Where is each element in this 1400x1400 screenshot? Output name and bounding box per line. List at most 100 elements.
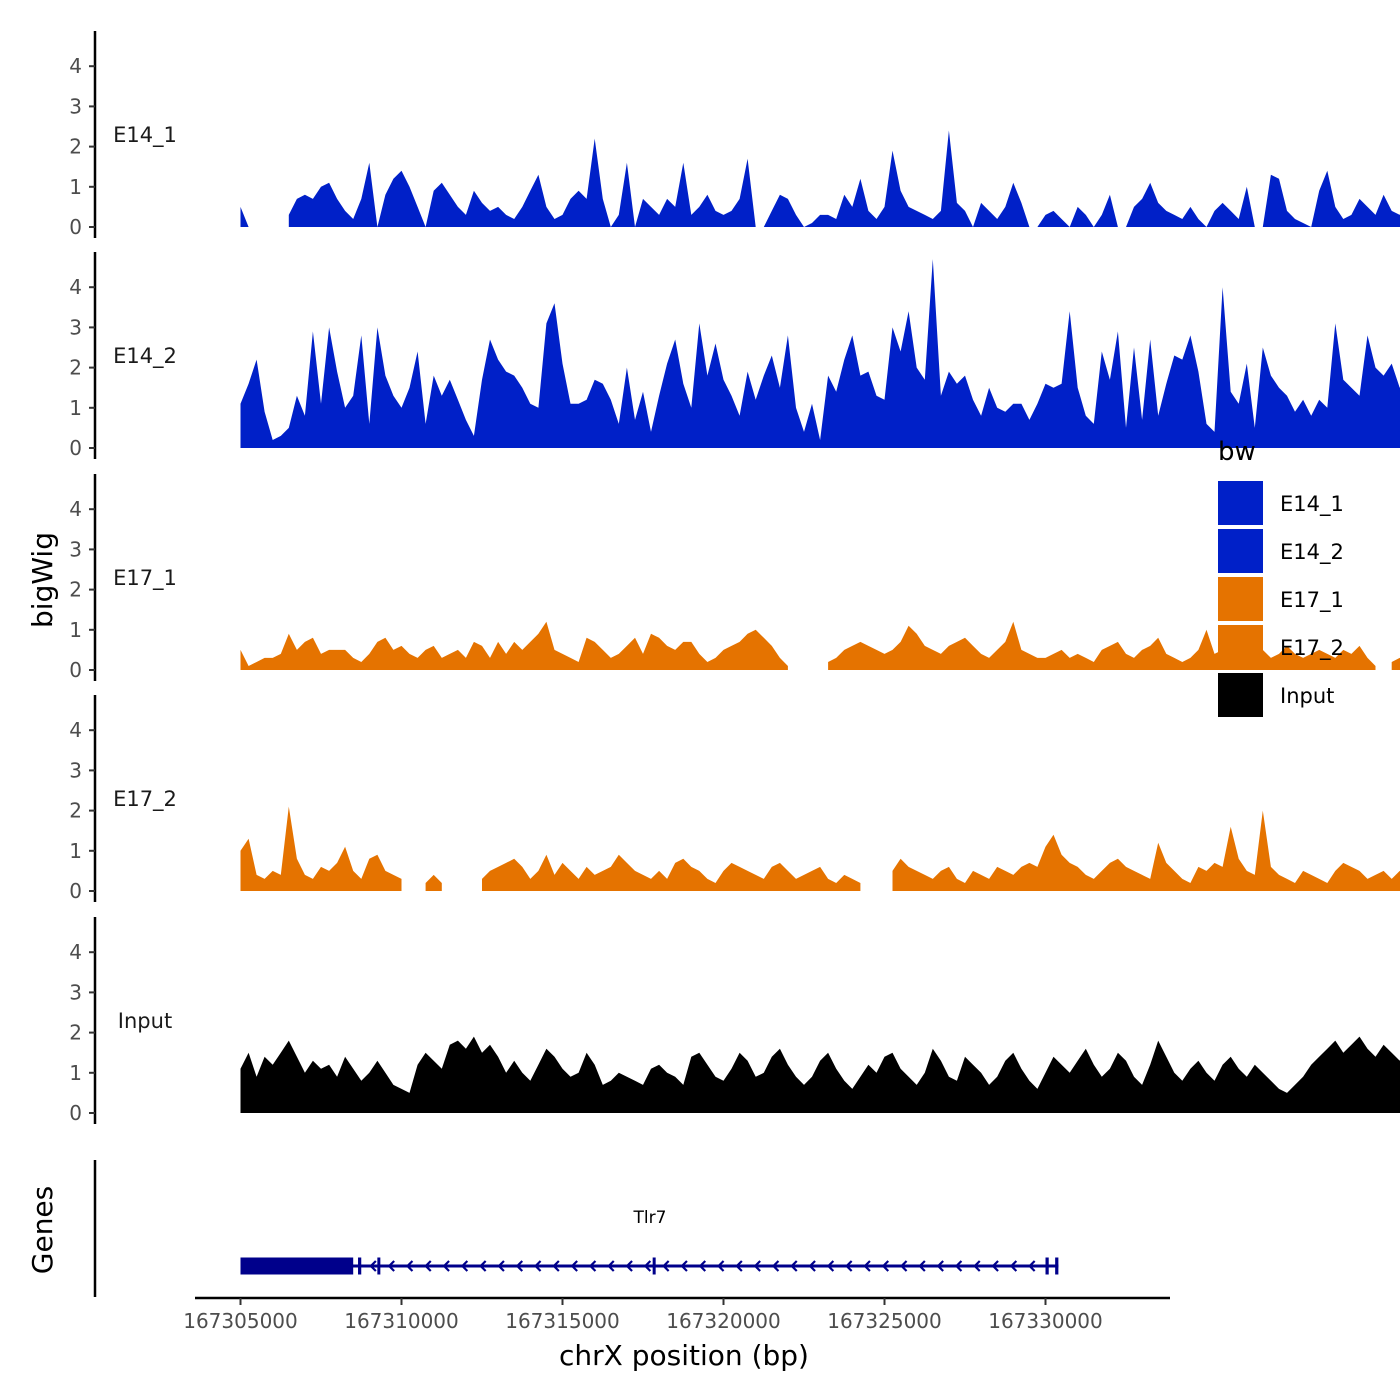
y-tick-label: 1 <box>69 396 82 420</box>
strand-arrow <box>735 1260 743 1272</box>
strand-arrow <box>534 1260 542 1272</box>
strand-arrow <box>900 1260 908 1272</box>
x-tick-label: 167305000 <box>183 1309 298 1333</box>
strand-arrow <box>808 1260 816 1272</box>
y-tick-label: 0 <box>69 215 82 239</box>
strand-arrow <box>991 1260 999 1272</box>
y-tick-label: 3 <box>69 537 82 561</box>
y-tick-label: 2 <box>69 356 82 380</box>
strand-arrow <box>552 1260 560 1272</box>
strand-arrow <box>753 1260 761 1272</box>
strand-arrow <box>387 1260 395 1272</box>
y-tick-label: 4 <box>69 940 82 964</box>
strand-arrow <box>625 1260 633 1272</box>
y-tick-label: 0 <box>69 879 82 903</box>
panel-label: E14_2 <box>113 344 177 369</box>
y-tick-label: 4 <box>69 718 82 742</box>
exon <box>358 1257 362 1275</box>
x-tick-label: 167320000 <box>666 1309 781 1333</box>
y-tick-label: 1 <box>69 175 82 199</box>
y-axis-title: bigWig <box>26 532 59 628</box>
exon <box>1045 1257 1049 1275</box>
strand-arrow <box>479 1260 487 1272</box>
strand-arrow <box>790 1260 798 1272</box>
y-tick-label: 1 <box>69 839 82 863</box>
panel-E14_1: 0 1 2 3 4 E14_1 <box>69 31 1400 239</box>
strand-arrow <box>771 1260 780 1272</box>
strand-arrow <box>1009 1260 1018 1272</box>
strand-arrow <box>680 1260 688 1272</box>
strand-arrow <box>717 1260 725 1272</box>
exon <box>240 1257 354 1275</box>
panel-label: E17_2 <box>113 787 177 812</box>
series-area-E17_1 <box>240 621 1400 670</box>
legend: bw E14_1 E14_2 E17_1 E17_2 Input <box>1218 437 1344 717</box>
strand-arrow <box>643 1260 652 1272</box>
legend-label-E14_1: E14_1 <box>1280 492 1344 517</box>
legend-label-E17_2: E17_2 <box>1280 636 1344 661</box>
legend-swatch-E14_2 <box>1218 529 1263 573</box>
legend-label-E17_1: E17_1 <box>1280 588 1344 613</box>
y-tick-label: 0 <box>69 436 82 460</box>
panel-label: Input <box>118 1009 172 1033</box>
series-area-E17_2 <box>240 806 1400 891</box>
strand-arrow <box>460 1260 469 1272</box>
gene-name-label: Tlr7 <box>633 1208 667 1228</box>
legend-swatch-E17_1 <box>1218 577 1263 621</box>
strand-arrow <box>698 1260 707 1272</box>
y-tick-label: 4 <box>69 497 82 521</box>
y-tick-label: 2 <box>69 578 82 602</box>
strand-arrow <box>845 1260 853 1272</box>
strand-arrow <box>973 1260 981 1272</box>
panel-E17_2: 0 1 2 3 4 E17_2 <box>69 695 1400 903</box>
panel-label: E17_1 <box>113 566 177 591</box>
y-tick-label: 0 <box>69 658 82 682</box>
x-axis-title: chrX position (bp) <box>559 1339 809 1372</box>
exon <box>377 1257 381 1275</box>
gene-track: Tlr7 <box>93 1160 1059 1297</box>
strand-arrow <box>662 1260 670 1272</box>
x-tick-label: 167310000 <box>344 1309 459 1333</box>
x-axis: 167305000 167310000 167315000 167320000 1673… <box>183 1296 1170 1333</box>
strand-arrow <box>881 1260 890 1272</box>
y-tick-label: 0 <box>69 1101 82 1125</box>
panel-E14_2: 0 1 2 3 4 E14_2 <box>69 252 1400 460</box>
strand-arrow <box>424 1260 432 1272</box>
y-tick-label: 3 <box>69 758 82 782</box>
exon <box>1055 1257 1059 1275</box>
strand-arrow <box>588 1260 597 1272</box>
panel-E17_1: 0 1 2 3 4 E17_1 <box>69 474 1400 682</box>
x-tick-label: 167330000 <box>988 1309 1103 1333</box>
bigwig-panels: 0 1 2 3 4 E14_1 0 1 2 3 4 E14_2 0 1 2 3 4 E17_1 0 1 2 3 4 E17_2… <box>69 31 1400 1125</box>
y-tick-label: 4 <box>69 275 82 299</box>
strand-arrow <box>607 1260 615 1272</box>
y-tick-label: 2 <box>69 135 82 159</box>
y-tick-label: 4 <box>69 54 82 78</box>
series-area-E14_1 <box>240 130 1400 227</box>
y-tick-label: 1 <box>69 618 82 642</box>
legend-swatch-Input <box>1218 673 1263 717</box>
strand-arrow <box>936 1260 944 1272</box>
strand-arrow <box>570 1260 578 1272</box>
strand-arrow <box>405 1260 414 1272</box>
y-tick-label: 3 <box>69 980 82 1004</box>
y-tick-label: 2 <box>69 799 82 823</box>
panel-Input: 0 1 2 3 4 Input <box>69 917 1400 1125</box>
series-area-Input <box>240 1036 1400 1113</box>
panel-label: E14_1 <box>113 123 177 148</box>
strand-arrow <box>442 1260 450 1272</box>
legend-swatch-E17_2 <box>1218 625 1263 669</box>
legend-title: bw <box>1218 437 1256 467</box>
exon <box>652 1257 656 1275</box>
legend-swatch-E14_1 <box>1218 481 1263 525</box>
x-tick-label: 167325000 <box>827 1309 942 1333</box>
series-area-E14_2 <box>240 259 1400 448</box>
strand-arrow <box>369 1260 377 1272</box>
strand-arrow <box>515 1260 524 1272</box>
legend-label-Input: Input <box>1280 684 1334 708</box>
x-tick-label: 167315000 <box>505 1309 620 1333</box>
strand-arrow <box>826 1260 835 1272</box>
genes-axis-title: Genes <box>26 1186 59 1274</box>
strand-arrow <box>918 1260 926 1272</box>
